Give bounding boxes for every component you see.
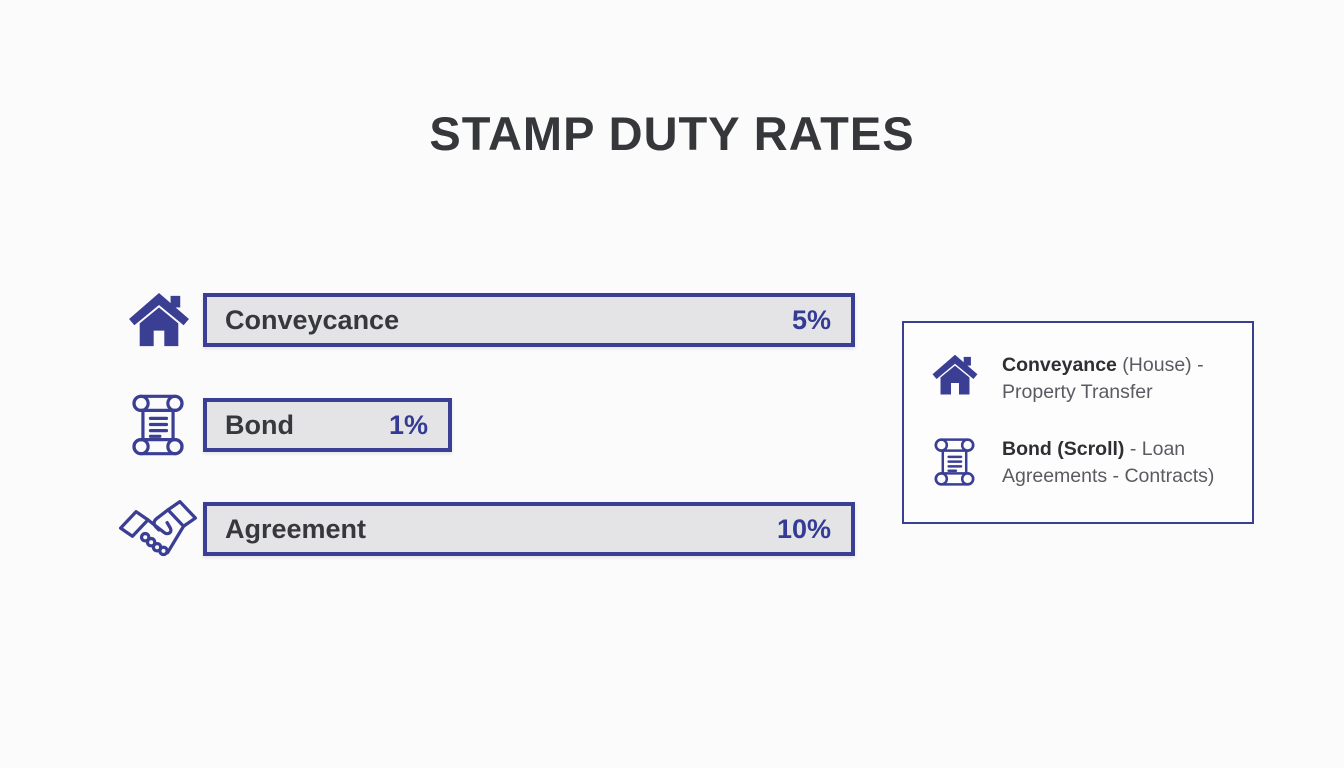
- legend-description: (House) - Property Transfer: [1002, 354, 1204, 403]
- bar-value: 5%: [791, 304, 831, 335]
- house-icon: [931, 354, 979, 396]
- legend-text: Conveyance (House) - Property Transfer: [1002, 352, 1240, 406]
- legend-term: Conveyance: [1002, 354, 1117, 376]
- legend-box: Conveyance (House) - Property Transfer B…: [902, 321, 1254, 524]
- bar-label: Agreement: [225, 513, 367, 544]
- bar-agreement: Agreement 10%: [203, 502, 855, 556]
- bar-label: Bond: [225, 409, 294, 440]
- house-icon: [126, 292, 192, 348]
- bar-label: Conveycance: [225, 304, 400, 335]
- bar-bond: Bond 1%: [203, 398, 452, 452]
- legend-description: - Loan Agreements - Contracts): [1002, 438, 1215, 487]
- scroll-icon: [131, 393, 185, 457]
- bar-value: 1%: [388, 409, 428, 440]
- handshake-icon: [116, 498, 200, 560]
- page-title: STAMP DUTY RATES: [429, 107, 915, 160]
- bar-conveycance: Conveycance 5%: [203, 293, 855, 347]
- bar-value: 10%: [776, 513, 831, 544]
- legend-term: Bond (Scroll): [1002, 438, 1125, 460]
- scroll-icon: [934, 437, 975, 487]
- legend-text: Bond (Scroll) - Loan Agreements - Contra…: [1002, 436, 1240, 490]
